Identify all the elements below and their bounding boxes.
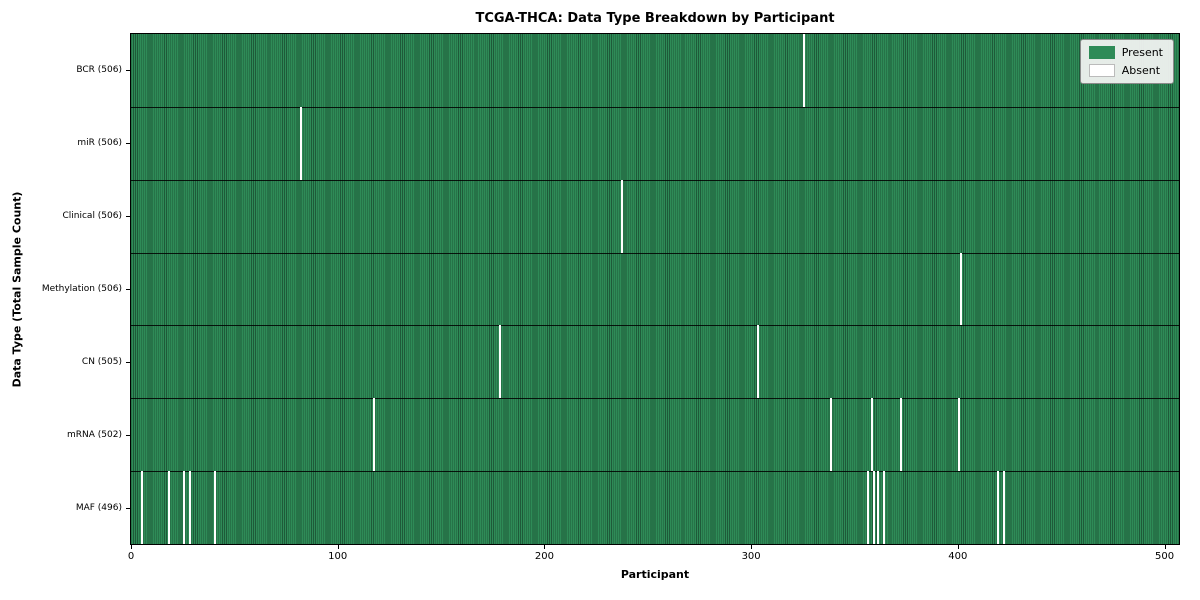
absent-cell [873,471,876,544]
x-tick-mark [957,545,959,549]
x-tick-mark [544,545,546,549]
absent-cell [957,398,960,472]
y-tick-mark [126,507,130,509]
absent-cell [802,34,805,107]
absent-cell [498,325,501,399]
absent-cell [871,398,873,472]
row-separator [131,179,1179,181]
x-tick-label: 400 [948,551,968,562]
legend-label-absent: Absent [1121,64,1161,77]
row-separator [131,325,1179,327]
absent-cell [757,325,760,399]
absent-cell [899,398,902,472]
y-tick-mark [126,434,130,436]
absent-cell [372,398,375,472]
heatmap-plot [130,33,1180,545]
row-separator [131,471,1179,473]
y-tick-label: Methylation (506) [41,284,122,294]
absent-cell [1003,471,1006,544]
y-tick-mark [126,143,130,145]
row-separator [131,106,1179,108]
absent-cell [883,471,886,544]
y-tick-label: mRNA (502) [67,429,122,440]
x-tick-label: 100 [328,551,348,562]
y-tick-mark [126,70,130,72]
legend-item-present: Present [1088,46,1163,59]
absent-cell [829,398,832,472]
x-tick-label: 0 [127,551,135,562]
absent-cell [141,471,144,544]
absent-swatch [1088,64,1115,77]
absent-cell [182,471,185,544]
absent-cell [959,252,962,326]
absent-cell [866,471,869,544]
row-separator [131,398,1179,400]
legend: Present Absent [1079,39,1174,84]
y-tick-label: Clinical (506) [62,211,122,222]
absent-cell [213,471,216,544]
y-tick-label: MAF (496) [75,502,122,513]
y-tick-mark [126,289,130,290]
x-tick-mark [131,545,132,549]
y-tick-mark [126,361,130,363]
x-tick-mark [751,545,753,549]
absent-cell [300,106,303,180]
x-tick-label: 200 [534,551,554,562]
y-tick-label: miR (506) [77,138,122,149]
x-tick-mark [337,545,339,549]
present-swatch [1088,46,1115,59]
y-tick-label: CN (505) [81,356,122,367]
x-tick-mark [1164,545,1166,549]
x-tick-label: 300 [741,551,761,562]
absent-cell [620,179,623,253]
absent-cell [877,471,880,544]
legend-item-absent: Absent [1088,64,1163,77]
y-tick-label: BCR (506) [76,65,122,76]
y-tick-mark [126,216,130,218]
absent-cell [168,471,171,544]
x-tick-label: 500 [1154,551,1175,562]
x-axis-label: Participant [620,568,690,581]
legend-label-present: Present [1121,46,1163,59]
row-separator [131,252,1179,254]
absent-cell [188,471,191,544]
chart-title: TCGA-THCA: Data Type Breakdown by Partic… [475,11,835,26]
absent-cell [997,471,1000,544]
